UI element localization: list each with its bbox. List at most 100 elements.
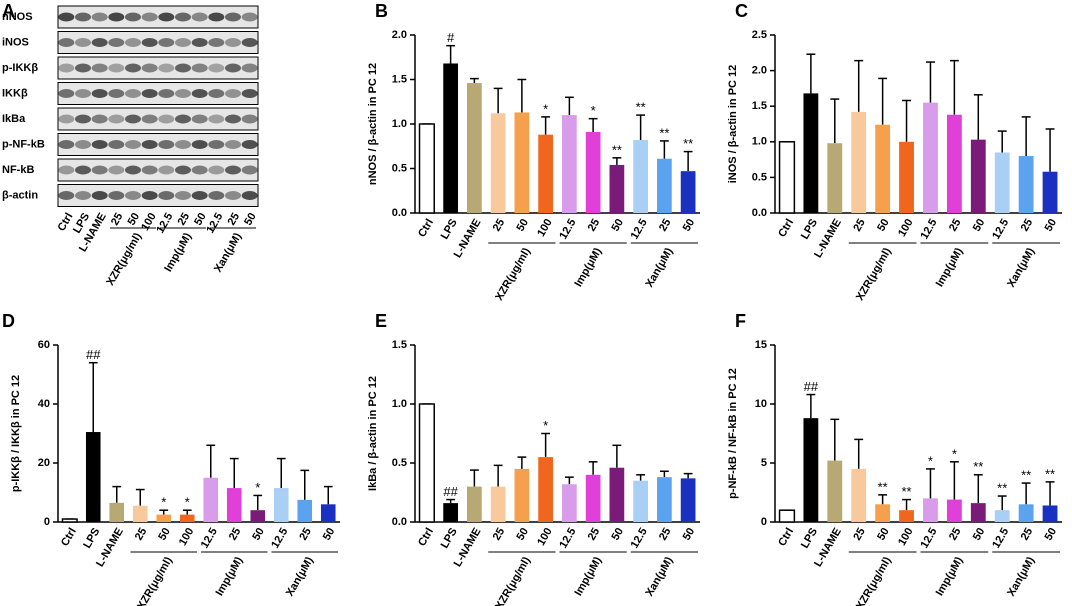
bar <box>633 140 648 213</box>
x-tick-label: Ctrl <box>59 526 79 548</box>
bar <box>514 112 530 213</box>
bar <box>851 111 867 213</box>
bar <box>562 115 577 213</box>
bar <box>85 432 101 522</box>
blot-strip <box>57 184 259 207</box>
x-tick-label: 25 <box>657 217 674 234</box>
blot-band <box>241 191 258 200</box>
significance-mark: ** <box>901 484 911 499</box>
blot-band <box>225 191 241 200</box>
blot-strip <box>57 107 259 131</box>
lane-label: 50 <box>242 211 259 228</box>
x-tick-label: 50 <box>609 526 626 543</box>
blot-band <box>125 12 141 22</box>
blot-band <box>125 89 141 98</box>
bar <box>1042 171 1058 213</box>
blot-band <box>241 140 258 149</box>
protein-label: p-NF-kB <box>2 138 45 150</box>
y-tick-label: 0 <box>761 516 767 528</box>
x-tick-label: LPS <box>439 526 460 551</box>
y-tick-label: 0.5 <box>392 457 407 469</box>
blot-band <box>141 191 158 200</box>
protein-label: nNOS <box>2 11 33 23</box>
group-label: XZR(μg/ml) <box>854 555 894 606</box>
bar <box>418 403 435 523</box>
blot-band <box>241 114 258 124</box>
x-tick-label: 50 <box>971 526 988 543</box>
significance-mark: * <box>591 103 596 118</box>
bar <box>61 518 78 523</box>
x-tick-label: 50 <box>514 526 531 543</box>
significance-mark: * <box>185 495 190 510</box>
x-tick-label: 12.5 <box>990 526 1011 551</box>
protein-label: IkBa <box>2 113 26 125</box>
y-tick-label: 0.5 <box>752 171 767 183</box>
significance-mark: ## <box>804 379 819 394</box>
blot-band <box>75 38 91 47</box>
blot-band <box>175 89 191 98</box>
x-tick-label: 12.5 <box>269 526 290 551</box>
blot-band <box>208 140 225 149</box>
bar <box>273 488 289 522</box>
significance-mark: ** <box>878 479 888 494</box>
blot-band <box>75 165 91 175</box>
bar <box>899 510 914 522</box>
bar <box>946 114 962 213</box>
blot-band <box>75 12 91 22</box>
blot-band <box>175 140 191 149</box>
bar <box>680 478 696 522</box>
bar <box>467 486 482 522</box>
y-tick-label: 40 <box>38 398 50 410</box>
bar <box>609 467 625 522</box>
y-tick-label: 0 <box>44 516 50 528</box>
bar <box>562 484 577 522</box>
y-tick-label: 0.0 <box>392 207 407 219</box>
blot-strip <box>57 5 259 29</box>
x-tick-label: 100 <box>896 526 916 548</box>
bar <box>851 468 867 522</box>
x-tick-label: LPS <box>81 526 102 551</box>
group-label: XZR(μg/ml) <box>104 231 144 288</box>
y-tick-label: 10 <box>755 398 767 410</box>
bar <box>970 503 986 522</box>
blot-band <box>191 12 208 22</box>
blot-band <box>91 140 108 149</box>
lane-label: 25 <box>176 211 193 228</box>
y-tick-label: 0.5 <box>392 162 407 174</box>
x-tick-label: 25 <box>491 217 508 234</box>
significance-mark: ** <box>973 459 983 474</box>
blot-band <box>191 89 208 98</box>
x-tick-label: 50 <box>250 526 267 543</box>
blot-band <box>108 63 125 73</box>
blot-band <box>208 38 225 47</box>
bar <box>778 509 796 523</box>
bar <box>778 141 796 214</box>
y-tick-label: 1.0 <box>752 136 767 148</box>
significance-mark: ** <box>612 142 622 157</box>
blot-band <box>141 89 158 98</box>
blot-band <box>108 38 125 47</box>
y-tick-label: 15 <box>755 339 767 351</box>
bar <box>250 510 266 522</box>
bar <box>657 158 672 213</box>
blot-band <box>125 38 141 47</box>
blot-band <box>175 191 191 200</box>
blot-band <box>141 38 158 47</box>
blot-band <box>125 191 141 200</box>
lane-label: 50 <box>192 211 209 228</box>
blot-band <box>75 191 91 200</box>
panel-letter: E <box>375 311 387 331</box>
bar <box>443 503 458 522</box>
lane-label: 12.5 <box>154 211 175 236</box>
blot-band <box>58 38 75 47</box>
significance-mark: # <box>447 30 455 45</box>
blot-band <box>225 140 241 149</box>
x-tick-label: Ctrl <box>416 526 436 548</box>
bar <box>490 486 506 522</box>
panel-letter: D <box>2 311 15 331</box>
blot-band <box>175 38 191 47</box>
x-tick-label: LPS <box>799 217 820 242</box>
protein-label: NF-kB <box>2 164 34 176</box>
x-tick-label: 50 <box>321 526 338 543</box>
